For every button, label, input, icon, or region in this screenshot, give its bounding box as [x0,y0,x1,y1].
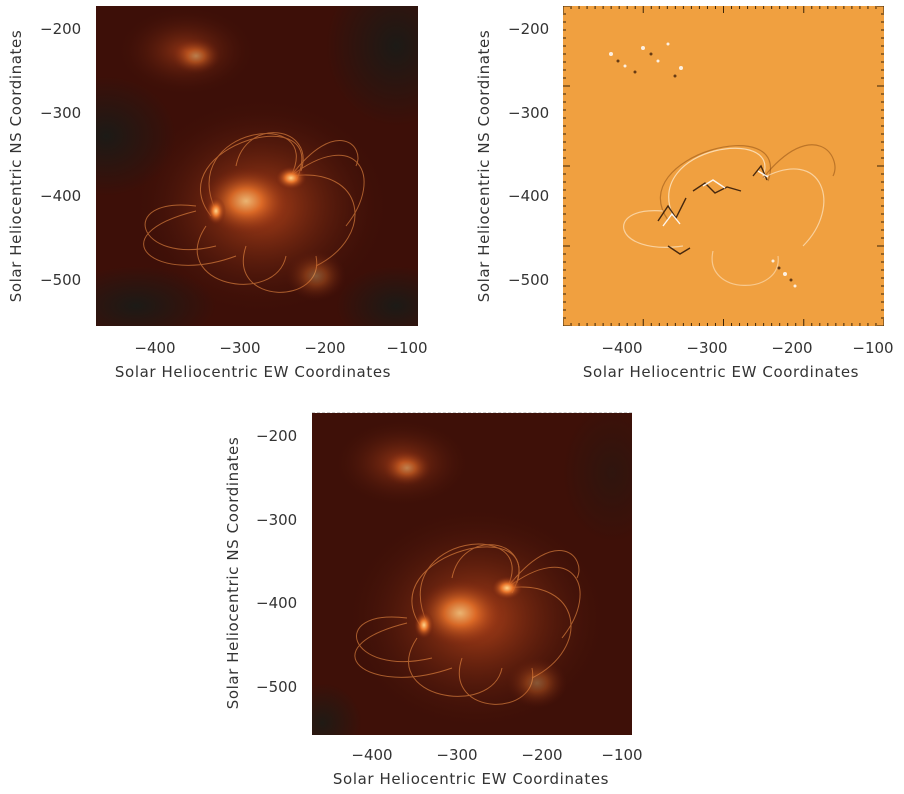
y-tick-label: −200 [508,20,550,38]
solar-image-svg [312,413,632,735]
y-tick-label: −300 [40,104,82,122]
y-axis-label: Solar Heliocentric NS Coordinates [475,29,493,303]
x-tick-label: −100 [601,746,643,764]
y-tick-label: −400 [508,187,550,205]
x-tick-label: −100 [386,339,428,357]
y-axis-label: Solar Heliocentric NS Coordinates [224,436,242,710]
y-tick-label: −500 [508,271,550,289]
y-tick-label: −300 [508,104,550,122]
solar-image-intensity [96,6,418,326]
difference-image-svg [563,6,884,326]
y-tick-label: −500 [256,678,298,696]
x-tick-label: −200 [521,746,563,764]
solar-image-svg [96,6,418,326]
x-tick-label: −200 [771,339,813,357]
x-tick-label: −300 [219,339,261,357]
x-axis-label: Solar Heliocentric EW Coordinates [332,770,610,788]
x-tick-label: −200 [304,339,346,357]
x-axis-label: Solar Heliocentric EW Coordinates [114,363,392,381]
x-tick-label: −300 [436,746,478,764]
x-tick-label: −100 [852,339,894,357]
x-tick-label: −400 [351,746,393,764]
x-axis-label: Solar Heliocentric EW Coordinates [582,363,860,381]
y-tick-label: −200 [256,427,298,445]
x-tick-label: −300 [686,339,728,357]
y-tick-label: −500 [40,271,82,289]
solar-image-difference [563,6,884,326]
y-tick-label: −200 [40,20,82,38]
y-axis-label: Solar Heliocentric NS Coordinates [7,29,25,303]
y-tick-label: −400 [40,187,82,205]
x-tick-label: −400 [601,339,643,357]
solar-image-intensity-bottom [312,412,632,735]
x-tick-label: −400 [134,339,176,357]
y-tick-label: −300 [256,511,298,529]
y-tick-label: −400 [256,594,298,612]
